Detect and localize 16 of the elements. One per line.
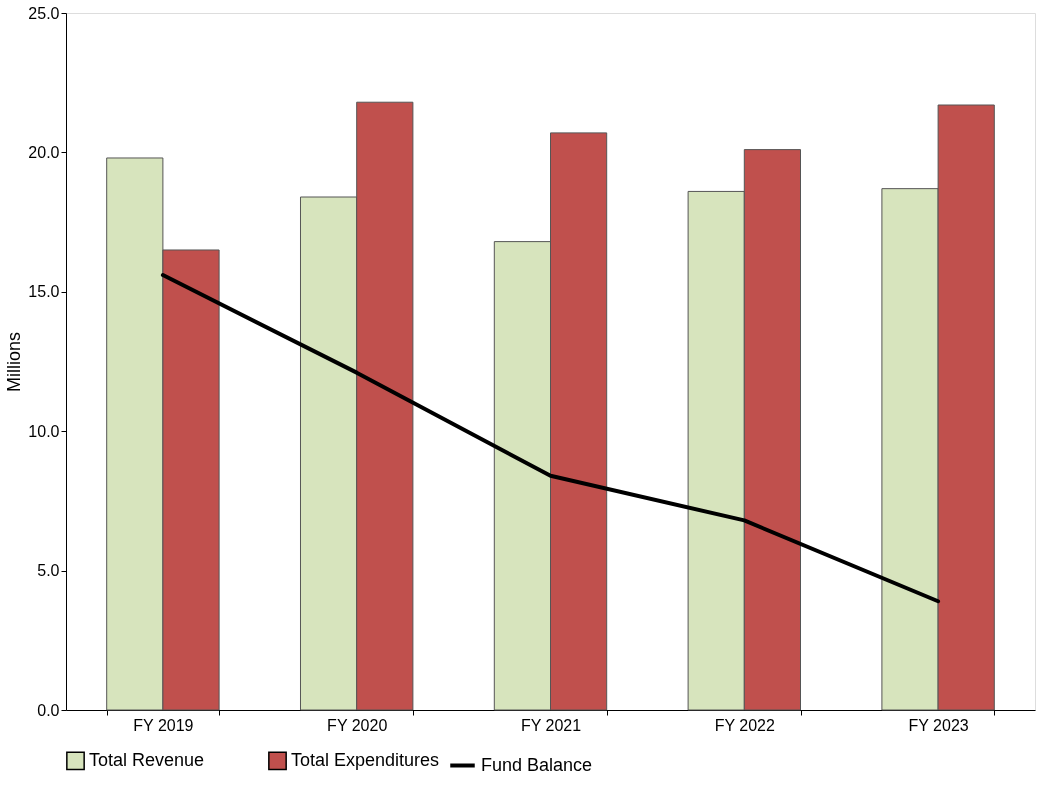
y-tick-label: 0.0	[37, 701, 60, 719]
x-tick-label: FY 2021	[520, 716, 582, 734]
legend-label: Fund Balance	[481, 754, 593, 775]
x-tick-label: FY 2023	[908, 716, 969, 734]
y-tick-label: 5.0	[37, 562, 60, 580]
x-tick-label: FY 2022	[714, 716, 775, 734]
y-axis-title: Millions	[4, 331, 25, 393]
legend-label: Total Expenditures	[291, 749, 440, 770]
line-series	[160, 273, 941, 604]
x-tick-label: FY 2020	[327, 716, 388, 734]
y-tick-label: 10.0	[28, 422, 60, 440]
legend-label: Total Revenue	[89, 749, 205, 770]
y-tick-label: 15.0	[28, 283, 60, 301]
x-tick-label: FY 2019	[133, 716, 194, 734]
y-tick-label: 20.0	[28, 143, 60, 161]
y-tick-label: 25.0	[28, 4, 60, 22]
